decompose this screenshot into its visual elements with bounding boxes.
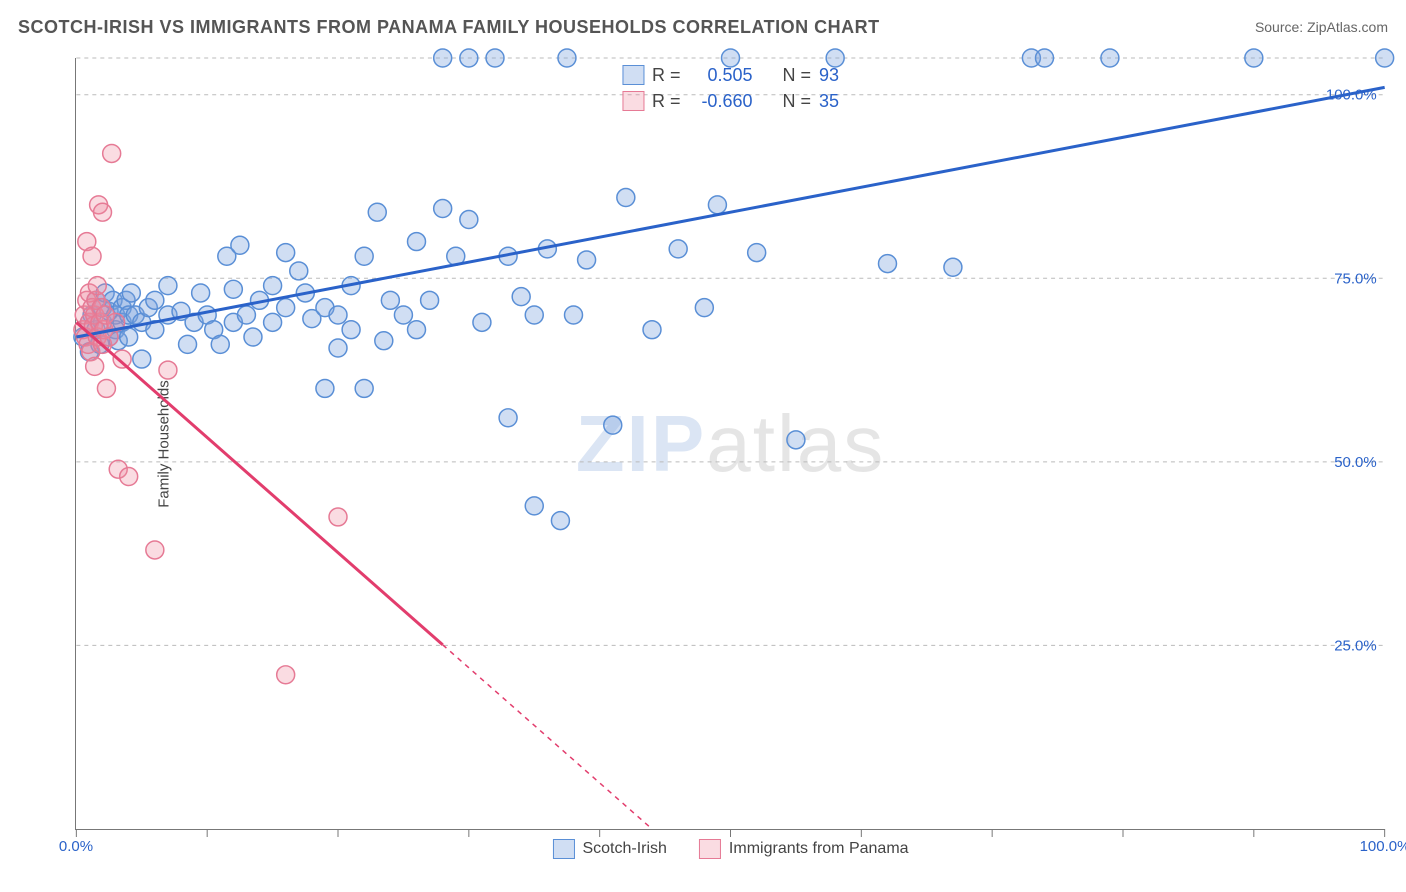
legend-series-item: Immigrants from Panama [699, 839, 909, 859]
legend-correlation: R = 0.505 N = 93 R = -0.660 N = 35 [622, 62, 839, 114]
legend-n-label: N = [782, 91, 811, 112]
legend-swatch [552, 839, 574, 859]
legend-r-label: R = [652, 65, 681, 86]
legend-swatch [622, 65, 644, 85]
legend-series-label: Scotch-Irish [582, 840, 666, 858]
trend-lines-layer [76, 58, 1385, 829]
legend-swatch [699, 839, 721, 859]
x-axis-max-label: 100.0% [1360, 838, 1406, 855]
legend-r-label: R = [652, 91, 681, 112]
legend-r-value: 0.505 [688, 65, 752, 86]
trend-line [76, 87, 1384, 337]
plot-area: Family Households ZIPatlas 25.0%50.0%75.… [75, 58, 1385, 830]
legend-correlation-row: R = 0.505 N = 93 [622, 62, 839, 88]
legend-r-value: -0.660 [688, 91, 752, 112]
legend-n-value: 35 [819, 91, 839, 112]
legend-n-value: 93 [819, 65, 839, 86]
source-attribution: Source: ZipAtlas.com [1255, 19, 1388, 35]
trend-line [76, 322, 442, 644]
trend-line-extrapolated [443, 645, 652, 829]
legend-swatch [622, 91, 644, 111]
chart-header: SCOTCH-IRISH VS IMMIGRANTS FROM PANAMA F… [18, 12, 1388, 42]
legend-series-item: Scotch-Irish [552, 839, 666, 859]
legend-series-label: Immigrants from Panama [729, 840, 909, 858]
legend-correlation-row: R = -0.660 N = 35 [622, 88, 839, 114]
legend-n-label: N = [782, 65, 811, 86]
chart-title: SCOTCH-IRISH VS IMMIGRANTS FROM PANAMA F… [18, 17, 880, 38]
legend-series: Scotch-Irish Immigrants from Panama [552, 839, 908, 859]
x-axis-min-label: 0.0% [59, 838, 93, 855]
